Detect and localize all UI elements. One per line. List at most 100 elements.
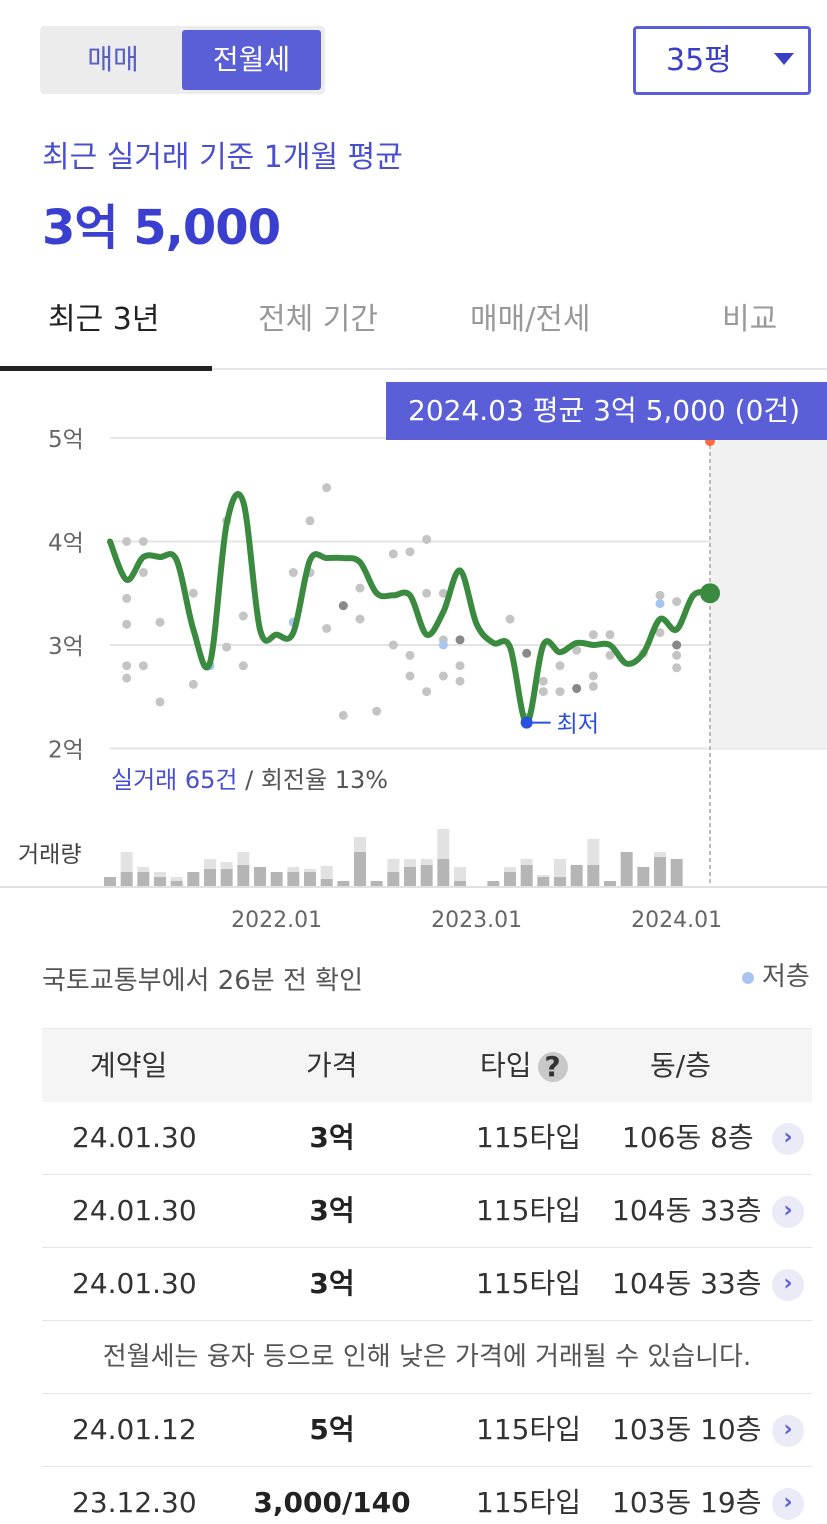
tab-compare[interactable]: 비교 bbox=[722, 302, 778, 337]
transaction-dot bbox=[422, 687, 432, 697]
volume-bar-light bbox=[537, 875, 550, 877]
transaction-dot bbox=[355, 614, 365, 624]
turnover-rate: / 회전율 13% bbox=[238, 766, 389, 794]
volume-bar bbox=[120, 872, 133, 887]
volume-bar-light bbox=[454, 867, 466, 881]
average-price: 3억 5,000 bbox=[42, 200, 281, 256]
volume-bar bbox=[604, 881, 616, 887]
y-tick-label: 3억 bbox=[48, 634, 84, 660]
y-tick-label: 5억 bbox=[48, 427, 84, 453]
volume-bar bbox=[270, 872, 283, 887]
transaction-dot bbox=[438, 588, 448, 598]
header-type: 타입? bbox=[480, 1029, 568, 1103]
table-row[interactable]: 24.01.12 5억 115타입 103동 10층 › bbox=[42, 1394, 812, 1467]
volume-bar-light bbox=[504, 867, 516, 872]
volume-bar bbox=[537, 877, 550, 887]
table-row[interactable]: 24.01.30 3억 115타입 104동 33층 › bbox=[42, 1248, 812, 1321]
volume-bar bbox=[420, 865, 433, 887]
volume-bar bbox=[620, 852, 633, 887]
transaction-dot bbox=[388, 640, 398, 650]
average-price-line bbox=[107, 491, 713, 726]
volume-bar-light bbox=[520, 859, 533, 865]
transaction-dot bbox=[155, 697, 165, 707]
row-type: 115타입 bbox=[476, 1413, 581, 1446]
volume-bar-light bbox=[554, 859, 566, 877]
future-area bbox=[710, 438, 827, 749]
row-unit: 103동 19층 bbox=[612, 1486, 762, 1519]
tab-recent-3-years[interactable]: 최근 3년 bbox=[48, 302, 160, 337]
transaction-dot bbox=[122, 661, 132, 671]
transaction-dot bbox=[555, 687, 565, 697]
transaction-dot bbox=[388, 549, 398, 559]
table-row[interactable]: 24.01.30 3억 115타입 106동 8층 › bbox=[42, 1102, 812, 1175]
volume-bar bbox=[570, 865, 583, 887]
transaction-dot bbox=[122, 619, 132, 629]
transaction-dot bbox=[222, 642, 232, 652]
transaction-dot bbox=[455, 676, 465, 686]
transaction-dot bbox=[405, 547, 415, 557]
low-floor-legend: 저층 bbox=[742, 956, 810, 993]
transaction-dot bbox=[605, 630, 615, 640]
transaction-dot bbox=[572, 645, 582, 655]
transaction-dot bbox=[188, 588, 198, 598]
volume-bar bbox=[170, 881, 183, 887]
header-unit-floor: 동/층 bbox=[650, 1049, 711, 1082]
row-price: 5억 bbox=[309, 1413, 355, 1446]
low-price-label: 최저 bbox=[557, 712, 599, 738]
table-header: 계약일 가격 타입? 동/층 bbox=[42, 1028, 812, 1102]
transaction-dot bbox=[655, 628, 665, 638]
size-select[interactable]: 35평 bbox=[633, 26, 811, 95]
row-date: 24.01.30 bbox=[72, 1121, 197, 1154]
transaction-dot bbox=[672, 640, 682, 650]
size-select-value: 35평 bbox=[666, 43, 732, 78]
transaction-dot bbox=[605, 650, 615, 660]
period-tabs: 최근 3년 전체 기간 매매/전세 비교 bbox=[0, 280, 827, 371]
chevron-right-icon[interactable]: › bbox=[772, 1488, 804, 1520]
transaction-dot bbox=[355, 583, 365, 593]
transaction-dot bbox=[338, 601, 348, 611]
volume-bar bbox=[504, 872, 516, 887]
transaction-dot bbox=[672, 650, 682, 660]
volume-bar-light bbox=[437, 829, 450, 859]
price-chart[interactable]: 5억 4억 3억 2억 최저 거래량 실거래 65건 / 회전율 13% 2022.0… bbox=[0, 372, 827, 940]
tab-all-period[interactable]: 전체 기간 bbox=[258, 302, 378, 337]
y-tick-label: 4억 bbox=[48, 531, 84, 557]
volume-bar-light bbox=[237, 852, 250, 865]
chevron-right-icon[interactable]: › bbox=[772, 1123, 804, 1155]
transaction-dot bbox=[372, 706, 382, 716]
help-icon[interactable]: ? bbox=[537, 1052, 568, 1082]
transaction-dot bbox=[555, 661, 565, 671]
chevron-down-icon bbox=[774, 53, 794, 65]
rent-tab-button[interactable]: 전월세 bbox=[182, 30, 321, 90]
transaction-dot bbox=[322, 623, 332, 633]
transaction-dot bbox=[238, 661, 248, 671]
transactions-table: 계약일 가격 타입? 동/층 24.01.30 3억 115타입 106동 8층… bbox=[42, 1028, 812, 1524]
volume-bar-light bbox=[204, 859, 216, 869]
transaction-dot bbox=[138, 661, 148, 671]
volume-bar bbox=[437, 859, 450, 887]
volume-bar bbox=[520, 865, 533, 887]
chevron-right-icon[interactable]: › bbox=[772, 1415, 804, 1447]
transaction-dot bbox=[338, 710, 348, 720]
volume-bar-light bbox=[404, 859, 416, 867]
sale-tab-button[interactable]: 매매 bbox=[87, 43, 139, 76]
table-row[interactable]: 23.12.30 3,000/140 115타입 103동 19층 › bbox=[42, 1467, 812, 1524]
tab-sale-lease[interactable]: 매매/전세 bbox=[470, 302, 591, 337]
chevron-right-icon[interactable]: › bbox=[772, 1196, 804, 1228]
volume-bar bbox=[587, 865, 600, 887]
chevron-right-icon[interactable]: › bbox=[772, 1269, 804, 1301]
transaction-dot bbox=[438, 671, 448, 681]
volume-bar bbox=[404, 867, 416, 887]
row-unit: 104동 33층 bbox=[612, 1267, 762, 1300]
volume-bar bbox=[454, 881, 466, 887]
row-price: 3억 bbox=[309, 1121, 355, 1154]
volume-bar bbox=[104, 877, 116, 887]
row-type: 115타입 bbox=[476, 1267, 581, 1300]
transaction-dot bbox=[122, 537, 132, 546]
transaction-dot bbox=[538, 676, 548, 686]
row-price: 3억 bbox=[309, 1194, 355, 1227]
volume-bar-light bbox=[287, 867, 300, 872]
transaction-dot bbox=[405, 650, 415, 660]
low-floor-legend-label: 저층 bbox=[762, 962, 810, 992]
table-row[interactable]: 24.01.30 3억 115타입 104동 33층 › bbox=[42, 1175, 812, 1248]
